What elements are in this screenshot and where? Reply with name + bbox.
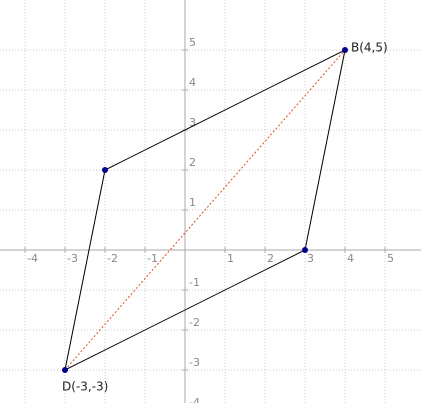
x-tick-label: 4: [347, 252, 354, 265]
diagonal: [64, 49, 346, 371]
x-tick-label: -1: [147, 252, 158, 265]
vertex-label: D(-3,-3): [62, 380, 108, 394]
vertex: [342, 47, 348, 53]
y-tick-label: 3: [189, 116, 196, 129]
x-tick-label: -2: [107, 252, 118, 265]
y-tick-label: -2: [189, 316, 200, 329]
y-tick-label: 4: [189, 76, 196, 89]
y-tick-label: 2: [189, 156, 196, 169]
vertex-label: B(4,5): [351, 41, 388, 55]
y-tick-label: -3: [189, 356, 200, 369]
x-tick-label: 3: [307, 252, 314, 265]
x-tick-label: -3: [67, 252, 78, 265]
vertex: [62, 367, 68, 373]
x-tick-label: 1: [227, 252, 234, 265]
vertex: [102, 167, 108, 173]
x-tick-label: 2: [267, 252, 274, 265]
y-tick-label: -4: [189, 396, 200, 403]
x-tick-label: 5: [387, 252, 394, 265]
x-tick-label: -4: [27, 252, 38, 265]
y-tick-label: -1: [189, 276, 200, 289]
y-tick-label: 5: [189, 36, 196, 49]
y-tick-label: 1: [189, 196, 196, 209]
vertex: [302, 247, 308, 253]
